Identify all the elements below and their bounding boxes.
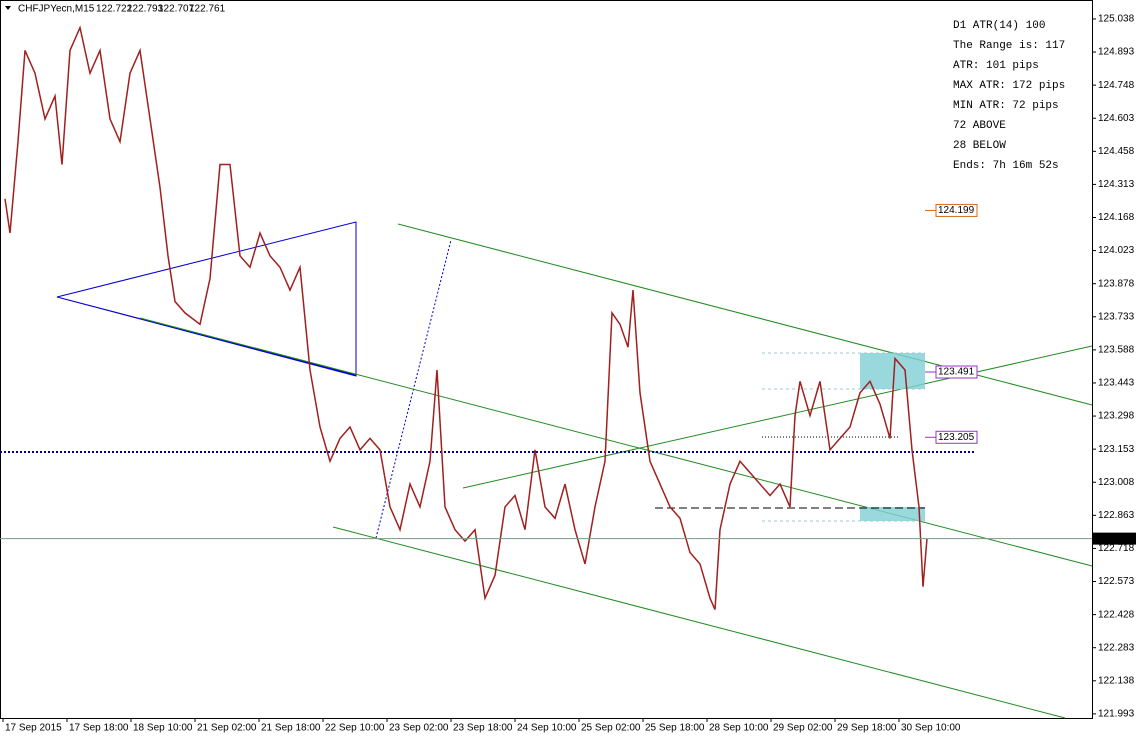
x-tick-label: 18 Sep 10:00	[133, 723, 193, 734]
price-line	[4, 25, 928, 610]
y-tick-label: 125.038	[1098, 14, 1135, 25]
channel-lower	[332, 526, 1066, 719]
level-box	[935, 430, 978, 444]
y-tick-label: 122.573	[1098, 576, 1135, 587]
level-box	[935, 203, 978, 217]
x-tick-label: 17 Sep 18:00	[69, 723, 129, 734]
y-tick-label: 122.138	[1098, 675, 1135, 686]
zone	[860, 507, 925, 521]
triangle	[56, 221, 357, 377]
y-tick-label: 124.893	[1098, 47, 1135, 58]
x-tick-label: 25 Sep 18:00	[645, 723, 705, 734]
channel-middle	[139, 317, 1093, 567]
y-tick-label: 124.603	[1098, 113, 1135, 124]
y-tick-label: 123.878	[1098, 278, 1135, 289]
y-tick-label: 124.748	[1098, 80, 1135, 91]
level-box	[935, 365, 978, 379]
menu-arrow	[5, 6, 11, 10]
y-tick-label: 121.993	[1098, 709, 1135, 720]
y-tick-label: 123.733	[1098, 311, 1135, 322]
info-line: MAX ATR: 172 pips	[953, 80, 1065, 92]
x-tick-label: 25 Sep 02:00	[581, 723, 641, 734]
y-tick-label: 123.443	[1098, 378, 1135, 389]
drawings	[0, 221, 1093, 719]
info-line: MIN ATR: 72 pips	[953, 100, 1059, 112]
level-label: 124.199	[938, 205, 975, 216]
y-tick-label: 122.428	[1098, 609, 1135, 620]
y-tick-label: 122.718	[1098, 543, 1135, 554]
y-tick-label: 123.008	[1098, 477, 1135, 488]
ohlc-value: 122.761	[189, 4, 226, 15]
x-tick-label: 22 Sep 10:00	[325, 723, 385, 734]
x-tick-label: 21 Sep 02:00	[197, 723, 257, 734]
y-tick-label: 124.458	[1098, 146, 1135, 157]
y-tick-label: 124.313	[1098, 179, 1135, 190]
x-tick-label: 29 Sep 18:00	[837, 723, 897, 734]
ohlc-value: 122.793	[127, 4, 164, 15]
zone	[860, 353, 925, 389]
info-line: The Range is: 117	[953, 40, 1065, 52]
x-tick-label: 28 Sep 10:00	[709, 723, 769, 734]
info-line: ATR: 101 pips	[953, 60, 1039, 72]
y-tick-label: 123.153	[1098, 444, 1135, 455]
symbol: CHFJPYecn,M15	[18, 4, 95, 15]
x-tick-label: 23 Sep 18:00	[453, 723, 513, 734]
last-price-label: 122.761	[1097, 533, 1134, 544]
level-label: 123.491	[938, 367, 975, 378]
last-price-box	[1093, 532, 1136, 545]
labels: CHFJPYecn,M15 122.722122.793122.707122.76…	[2, 4, 1136, 734]
x-tick-label: 21 Sep 18:00	[261, 723, 321, 734]
info-line: 72 ABOVE	[953, 120, 1006, 132]
y-tick-label: 124.023	[1098, 245, 1135, 256]
y-tick-label: 123.298	[1098, 411, 1135, 422]
level-label: 123.205	[938, 432, 975, 443]
y-tick-label: 124.168	[1098, 212, 1135, 223]
y-tick-label: 122.863	[1098, 510, 1135, 521]
x-tick-label: 17 Sep 2015	[5, 723, 62, 734]
ohlc-value: 122.722	[96, 4, 133, 15]
plot-frame	[0, 0, 1093, 719]
rising-line	[462, 345, 1093, 489]
y-tick-label: 123.588	[1098, 345, 1135, 356]
x-tick-label: 23 Sep 02:00	[389, 723, 449, 734]
y-tick-label: 122.283	[1098, 642, 1135, 653]
x-tick-label: 24 Sep 10:00	[517, 723, 577, 734]
info-line: D1 ATR(14) 100	[953, 20, 1045, 32]
marks	[0, 25, 1092, 610]
x-tick-label: 30 Sep 10:00	[901, 723, 961, 734]
ohlc-value: 122.707	[158, 4, 195, 15]
x-tick-label: 29 Sep 02:00	[773, 723, 833, 734]
info-line: Ends: 7h 16m 52s	[953, 160, 1059, 172]
info-line: 28 BELOW	[953, 140, 1006, 152]
